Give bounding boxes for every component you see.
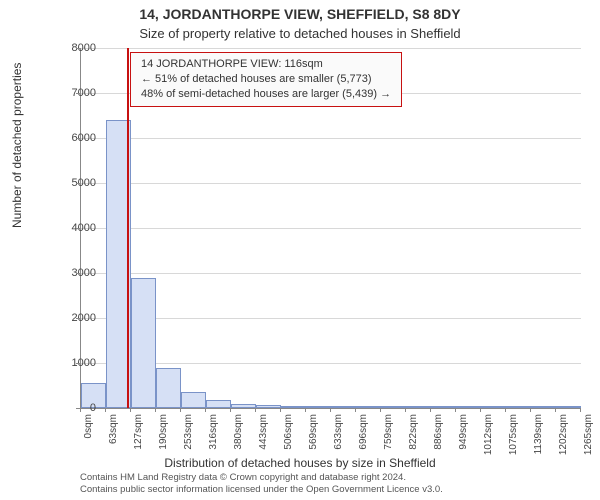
- x-tick-mark: [330, 408, 331, 412]
- x-tick-mark: [505, 408, 506, 412]
- y-tick-mark: [76, 363, 80, 364]
- chart-subtitle: Size of property relative to detached ho…: [0, 26, 600, 41]
- histogram-bar: [406, 406, 431, 408]
- histogram-bar: [531, 406, 556, 408]
- footnote: Contains HM Land Registry data © Crown c…: [80, 472, 443, 496]
- x-tick-mark: [430, 408, 431, 412]
- x-tick-mark: [155, 408, 156, 412]
- x-tick-mark: [80, 408, 81, 412]
- x-tick-mark: [255, 408, 256, 412]
- y-tick-mark: [76, 228, 80, 229]
- x-tick-mark: [130, 408, 131, 412]
- x-axis-label: Distribution of detached houses by size …: [0, 456, 600, 470]
- x-tick-mark: [180, 408, 181, 412]
- footnote-line-1: Contains HM Land Registry data © Crown c…: [80, 472, 443, 484]
- histogram-bar: [306, 406, 331, 408]
- histogram-bar: [131, 278, 156, 409]
- info-box: 14 JORDANTHORPE VIEW: 116sqm ← 51% of de…: [130, 52, 402, 107]
- histogram-bar: [506, 406, 531, 408]
- y-axis-label: Number of detached properties: [10, 63, 24, 228]
- x-tick-mark: [555, 408, 556, 412]
- x-tick-mark: [380, 408, 381, 412]
- y-tick-mark: [76, 183, 80, 184]
- histogram-bar: [281, 406, 306, 408]
- marker-line: [127, 48, 129, 408]
- histogram-bar: [456, 406, 481, 408]
- footnote-line-2: Contains public sector information licen…: [80, 484, 443, 496]
- histogram-bar: [331, 406, 356, 408]
- info-line-3: 48% of semi-detached houses are larger (…: [141, 87, 391, 102]
- x-tick-mark: [480, 408, 481, 412]
- x-tick-mark: [205, 408, 206, 412]
- y-tick-mark: [76, 93, 80, 94]
- y-tick-mark: [76, 138, 80, 139]
- x-tick-mark: [455, 408, 456, 412]
- x-tick-mark: [230, 408, 231, 412]
- histogram-bar: [206, 400, 231, 408]
- info-line-2: ← 51% of detached houses are smaller (5,…: [141, 72, 391, 87]
- histogram-bar: [556, 406, 581, 408]
- histogram-bar: [156, 368, 181, 409]
- x-tick-mark: [580, 408, 581, 412]
- chart-title: 14, JORDANTHORPE VIEW, SHEFFIELD, S8 8DY: [0, 6, 600, 22]
- histogram-bar: [481, 406, 506, 408]
- y-tick-mark: [76, 318, 80, 319]
- gridline: [81, 138, 581, 139]
- histogram-bar: [356, 406, 381, 408]
- histogram-bar: [181, 392, 206, 408]
- x-tick-mark: [405, 408, 406, 412]
- info-line-1: 14 JORDANTHORPE VIEW: 116sqm: [141, 57, 391, 72]
- x-tick-mark: [280, 408, 281, 412]
- y-tick-mark: [76, 273, 80, 274]
- x-tick-mark: [105, 408, 106, 412]
- histogram-bar: [231, 404, 256, 408]
- gridline: [81, 183, 581, 184]
- gridline: [81, 48, 581, 49]
- gridline: [81, 228, 581, 229]
- x-tick-mark: [355, 408, 356, 412]
- histogram-bar: [431, 406, 456, 408]
- histogram-bar: [256, 405, 281, 408]
- histogram-bar: [381, 406, 406, 408]
- histogram-chart: 14, JORDANTHORPE VIEW, SHEFFIELD, S8 8DY…: [0, 0, 600, 500]
- y-tick-mark: [76, 48, 80, 49]
- x-tick-mark: [305, 408, 306, 412]
- x-tick-mark: [530, 408, 531, 412]
- gridline: [81, 273, 581, 274]
